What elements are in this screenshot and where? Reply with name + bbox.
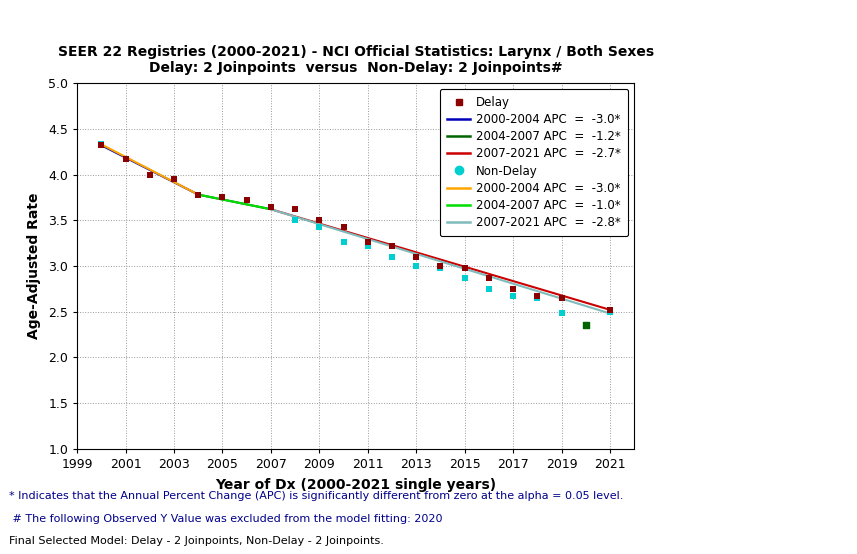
- Point: [603, 305, 617, 314]
- Point: [94, 140, 108, 149]
- Point: [288, 205, 302, 214]
- Point: [361, 238, 375, 247]
- Point: [119, 155, 133, 163]
- Point: [506, 284, 520, 293]
- Point: [337, 222, 351, 231]
- Point: [530, 294, 544, 302]
- Point: [288, 216, 302, 225]
- Point: [337, 238, 351, 247]
- Point: [191, 190, 205, 199]
- Point: [410, 261, 423, 270]
- Point: [264, 202, 278, 211]
- Point: [167, 175, 181, 183]
- Point: [434, 261, 447, 270]
- Point: [143, 170, 157, 179]
- Point: [313, 222, 327, 231]
- Point: [143, 170, 157, 179]
- Point: [313, 216, 327, 225]
- Legend: Delay, 2000-2004 APC  =  -3.0*, 2004-2007 APC  =  -1.2*, 2007-2021 APC  =  -2.7*: Delay, 2000-2004 APC = -3.0*, 2004-2007 …: [440, 89, 628, 236]
- Point: [458, 273, 471, 282]
- Point: [554, 309, 568, 318]
- Point: [578, 321, 592, 330]
- Point: [385, 253, 399, 261]
- Point: [264, 202, 278, 211]
- Point: [240, 196, 254, 204]
- Text: * Indicates that the Annual Percent Change (APC) is significantly different from: * Indicates that the Annual Percent Chan…: [9, 491, 623, 501]
- Point: [361, 242, 375, 250]
- Point: [482, 273, 495, 282]
- Point: [506, 291, 520, 300]
- Point: [240, 196, 254, 204]
- Y-axis label: Age-Adjusted Rate: Age-Adjusted Rate: [27, 193, 41, 339]
- Point: [94, 141, 108, 150]
- Text: Final Selected Model: Delay - 2 Joinpoints, Non-Delay - 2 Joinpoints.: Final Selected Model: Delay - 2 Joinpoin…: [9, 536, 383, 546]
- Point: [530, 291, 544, 300]
- Point: [216, 193, 230, 202]
- Point: [191, 190, 205, 199]
- Point: [578, 321, 592, 330]
- Title: SEER 22 Registries (2000-2021) - NCI Official Statistics: Larynx / Both Sexes
De: SEER 22 Registries (2000-2021) - NCI Off…: [57, 45, 654, 75]
- Point: [434, 263, 447, 272]
- Point: [385, 242, 399, 250]
- Point: [482, 284, 495, 293]
- Point: [119, 155, 133, 163]
- Point: [167, 175, 181, 183]
- Point: [554, 294, 568, 302]
- Point: [458, 263, 471, 272]
- Point: [603, 307, 617, 316]
- Point: [410, 253, 423, 261]
- Text: # The following Observed Y Value was excluded from the model fitting: 2020: # The following Observed Y Value was exc…: [9, 514, 442, 524]
- X-axis label: Year of Dx (2000-2021 single years): Year of Dx (2000-2021 single years): [215, 478, 496, 492]
- Point: [216, 193, 230, 202]
